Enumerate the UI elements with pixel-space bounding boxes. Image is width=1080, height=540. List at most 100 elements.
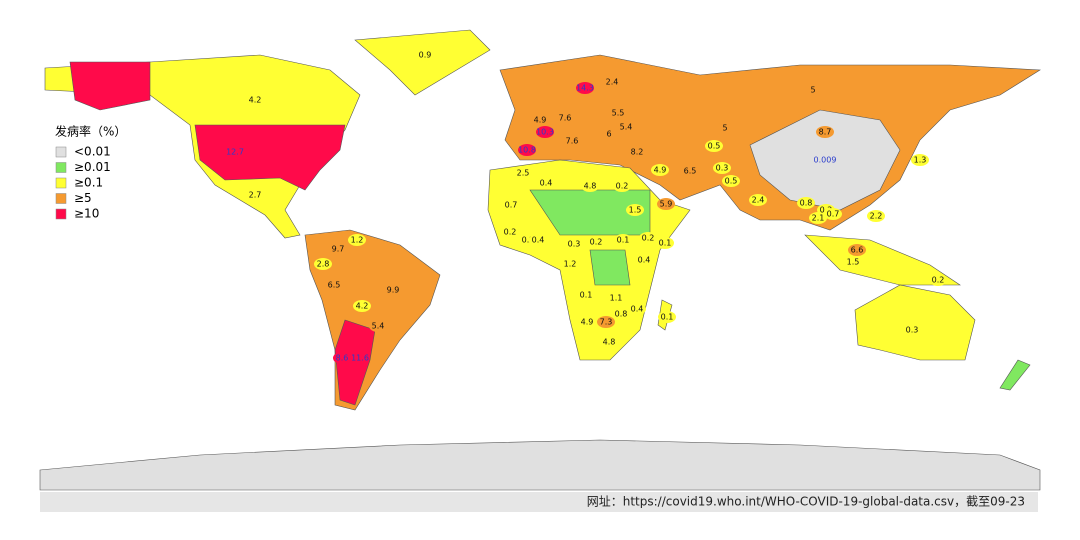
region-label: 5.9 bbox=[660, 200, 673, 209]
region-patch bbox=[246, 189, 264, 201]
region-label: 6 bbox=[606, 130, 611, 139]
region-label: 9.9 bbox=[387, 286, 400, 295]
legend-swatch bbox=[55, 162, 67, 173]
region-patch bbox=[600, 128, 618, 140]
region-patch bbox=[603, 76, 621, 88]
region-patch bbox=[565, 238, 583, 250]
legend-swatch bbox=[55, 193, 67, 204]
region-label: 8.2 bbox=[631, 148, 644, 157]
region-label: 0.2 bbox=[522, 236, 535, 245]
region-label: 0.3 bbox=[906, 326, 919, 335]
region-patch bbox=[656, 237, 674, 249]
region-patch bbox=[329, 243, 347, 255]
region-label: 1.3 bbox=[914, 156, 927, 165]
region-label: 5 bbox=[722, 124, 727, 133]
region-label: 10.8 bbox=[518, 146, 536, 155]
region-label: 4.9 bbox=[654, 166, 667, 175]
region-patch bbox=[607, 292, 625, 304]
region-patch bbox=[384, 284, 402, 296]
region-patch bbox=[581, 180, 599, 192]
region-patch bbox=[844, 256, 862, 268]
region-patch bbox=[722, 175, 740, 187]
region-label: 14.3 bbox=[576, 84, 594, 93]
region-patch bbox=[824, 208, 842, 220]
region-label: 0.1 bbox=[659, 239, 672, 248]
region-patch bbox=[597, 316, 615, 328]
region-patch bbox=[578, 316, 596, 328]
region-label: 0.5 bbox=[725, 177, 738, 186]
region-label: 6.5 bbox=[684, 167, 697, 176]
region-labels: 0.9 4.2 12.7 2.7 5 8.7 5 0.009 1.3 2.4 14.3 4.9 7.6 5… bbox=[226, 49, 947, 364]
region-patch bbox=[613, 180, 631, 192]
region-label: 2.1 bbox=[812, 214, 825, 223]
region-label: 8.7 bbox=[819, 128, 832, 137]
region-label: 0.2 bbox=[820, 206, 833, 215]
region-label: 0.4 bbox=[638, 256, 651, 265]
region-patch bbox=[246, 94, 264, 106]
legend-label: ≥0.1 bbox=[74, 176, 103, 190]
region-patch bbox=[848, 244, 866, 256]
region-patch bbox=[561, 258, 579, 270]
region-label: 0.2 bbox=[504, 228, 517, 237]
region-label: 0.2 bbox=[616, 182, 629, 191]
region-label: 1.2 bbox=[351, 236, 364, 245]
region-label: 0.4 bbox=[540, 179, 553, 188]
region-patch bbox=[576, 82, 594, 94]
legend-label: <0.01 bbox=[74, 145, 111, 159]
legend-label: ≥5 bbox=[74, 191, 92, 205]
region-label: 4.2 bbox=[249, 96, 262, 105]
region-label: 1.5 bbox=[847, 258, 860, 267]
region-label: 5 bbox=[810, 86, 815, 95]
legend-swatch bbox=[55, 208, 67, 220]
region-label: 4.2 bbox=[356, 302, 369, 311]
footer: 网址：https://covid19.who.int/WHO-COVID-19-… bbox=[587, 495, 1025, 509]
region-label: 1.2 bbox=[564, 260, 577, 269]
region-patch bbox=[536, 126, 554, 138]
region-patch bbox=[537, 177, 555, 189]
region-label: 0.7 bbox=[827, 210, 840, 219]
region-patch bbox=[651, 164, 669, 176]
region-patch bbox=[713, 162, 731, 174]
region-label: 0.009 bbox=[814, 156, 837, 165]
region-patch bbox=[501, 226, 519, 238]
region-patch bbox=[658, 311, 676, 323]
region-patch bbox=[556, 112, 574, 124]
region-label: 0.1 bbox=[661, 313, 674, 322]
region-patch bbox=[816, 154, 834, 166]
region-patch bbox=[804, 84, 822, 96]
region-patch bbox=[314, 258, 332, 270]
legend-label: ≥10 bbox=[74, 207, 99, 221]
region-patch bbox=[600, 336, 618, 348]
region-patch bbox=[348, 234, 366, 246]
region-label: 4.8 bbox=[584, 182, 597, 191]
legend-label: ≥0.01 bbox=[74, 160, 111, 174]
region-label: 0.1 bbox=[617, 236, 630, 245]
region-patch bbox=[529, 234, 547, 246]
region-patch bbox=[903, 324, 921, 336]
region-label: 5.5 bbox=[612, 109, 625, 118]
region-patch bbox=[518, 144, 536, 156]
region-patch bbox=[609, 107, 627, 119]
region-label: 2.7 bbox=[249, 191, 262, 200]
region-label: 7.3 bbox=[600, 318, 613, 327]
region-label: 5.4 bbox=[372, 322, 385, 331]
region-label: 7.6 bbox=[566, 137, 579, 146]
region-label: 0.4 bbox=[631, 305, 644, 314]
region-patch bbox=[351, 352, 369, 364]
legend-swatch bbox=[55, 146, 67, 158]
region-label: 4.9 bbox=[581, 318, 594, 327]
region-patch bbox=[587, 236, 605, 248]
region-patch bbox=[577, 289, 595, 301]
region-patch bbox=[563, 135, 581, 147]
region-label: 5.4 bbox=[620, 123, 633, 132]
legend-title: 发病率（%） bbox=[55, 124, 126, 139]
region-label: 11.6 bbox=[351, 354, 369, 363]
region-patch bbox=[514, 167, 532, 179]
region-label: 0.5 bbox=[708, 142, 721, 151]
region-label: 4.9 bbox=[534, 116, 547, 125]
region-label: 1.1 bbox=[610, 294, 623, 303]
region-label: 0.7 bbox=[505, 201, 518, 210]
region-label: 0.4 bbox=[532, 236, 545, 245]
region-label: 12.7 bbox=[226, 148, 244, 157]
